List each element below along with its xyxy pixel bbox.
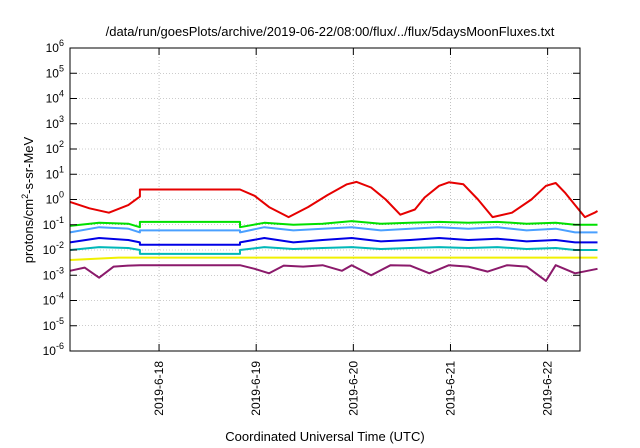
y-tick-exponent: -3 (56, 265, 64, 275)
series-line (69, 246, 598, 255)
y-tick-base: 10 (46, 66, 60, 80)
y-tick-label: 10-3 (43, 265, 64, 282)
y-tick-exponent: 3 (59, 114, 64, 124)
y-tick-base: 10 (43, 243, 57, 257)
y-tick-label: 102 (46, 139, 64, 156)
y-tick-label: 103 (46, 114, 64, 131)
y-tick-base: 10 (46, 193, 60, 207)
y-tick-exponent: 2 (59, 139, 64, 149)
y-tick-base: 10 (43, 319, 57, 333)
y-tick-label: 10-5 (43, 316, 64, 333)
y-tick-exponent: -1 (56, 215, 64, 225)
series-group (69, 180, 599, 282)
y-tick-label: 104 (46, 89, 64, 106)
y-tick-base: 10 (46, 41, 60, 55)
x-tick-label: 2019-6-19 (249, 361, 263, 416)
x-tick-label: 2019-6-18 (152, 361, 166, 416)
y-tick-exponent: -4 (56, 291, 64, 301)
y-tick-base: 10 (43, 218, 57, 232)
y-tick-exponent: 5 (59, 63, 64, 73)
x-axis-label: Coordinated Universal Time (UTC) (225, 429, 424, 444)
y-axis-label-main: protons/cm (21, 199, 36, 263)
y-tick-base: 10 (46, 142, 60, 156)
y-tick-label: 100 (46, 190, 64, 207)
series-line (69, 180, 599, 219)
series-line (69, 237, 598, 246)
y-tick-label: 105 (46, 63, 64, 80)
y-axis-ticks: 10-610-510-410-310-210-11001011021031041… (43, 38, 580, 358)
y-tick-base: 10 (43, 344, 57, 358)
x-tick-label: 2019-6-20 (346, 361, 360, 416)
y-tick-label: 106 (46, 38, 64, 55)
chart-title: /data/run/goesPlots/archive/2019-06-22/0… (106, 24, 555, 39)
series-line (69, 264, 598, 282)
y-tick-label: 10-2 (43, 240, 64, 257)
y-tick-exponent: -2 (56, 240, 64, 250)
y-tick-base: 10 (46, 167, 60, 181)
x-axis-ticks: 2019-6-18 2019-6-19 2019-6-20 2019-6-21 2019… (152, 48, 555, 416)
y-tick-exponent: 6 (59, 38, 64, 48)
y-axis-label-rest: -s-sr-MeV (21, 136, 36, 193)
y-tick-exponent: 0 (59, 190, 64, 200)
y-tick-label: 10-4 (43, 291, 64, 308)
y-tick-label: 10-1 (43, 215, 64, 232)
y-axis-label: protons/cm2-s-sr-MeV (20, 136, 36, 263)
y-tick-label: 10-6 (43, 341, 64, 358)
x-tick-label: 2019-6-21 (443, 361, 457, 416)
series-line (69, 256, 598, 261)
y-tick-label: 101 (46, 164, 64, 181)
y-axis-label-sup: 2 (20, 194, 30, 199)
y-tick-base: 10 (46, 117, 60, 131)
y-tick-base: 10 (46, 92, 60, 106)
series-line (69, 226, 598, 234)
y-tick-base: 10 (43, 268, 57, 282)
y-tick-base: 10 (43, 294, 57, 308)
y-tick-exponent: 1 (59, 164, 64, 174)
series-line (69, 220, 598, 229)
x-tick-label: 2019-6-22 (541, 361, 555, 416)
y-tick-exponent: -6 (56, 341, 64, 351)
y-tick-exponent: 4 (59, 89, 64, 99)
grid (70, 48, 580, 351)
y-tick-exponent: -5 (56, 316, 64, 326)
